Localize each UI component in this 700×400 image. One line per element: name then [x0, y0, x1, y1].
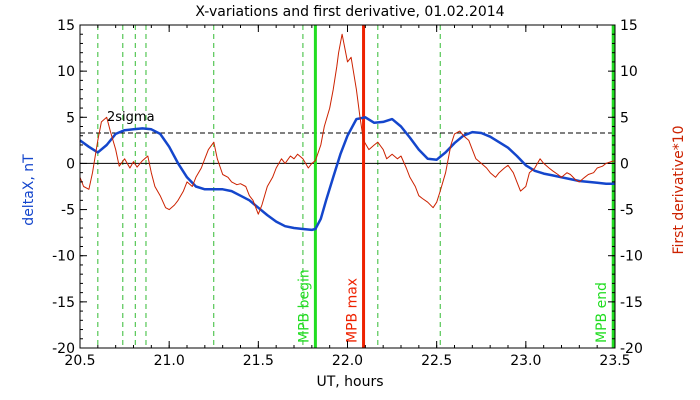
y-tick-label-left: -15 — [52, 295, 75, 311]
x-tick-label: 23.0 — [510, 353, 541, 369]
x-tick-label: 20.5 — [64, 353, 95, 369]
y-tick-label-right: -15 — [620, 295, 643, 311]
dashed-verticals — [97, 25, 441, 348]
x-tick-label: 23.5 — [599, 353, 630, 369]
y-tick-label-left: 15 — [57, 18, 75, 34]
x-tick-label: 22.5 — [421, 353, 452, 369]
y-axis-label-right: First derivative*10 — [671, 125, 687, 254]
y-tick-label-left: -5 — [61, 203, 75, 219]
x-tick-label: 22.0 — [332, 353, 363, 369]
x-tick-label: 21.5 — [243, 353, 274, 369]
series-deltaX-line — [79, 116, 615, 232]
series-layer — [79, 33, 616, 232]
y-tick-label-right: 5 — [620, 110, 629, 126]
x-tick-label: 21.0 — [154, 353, 185, 369]
chart-title: X-variations and first derivative, 01.02… — [195, 4, 504, 20]
y-tick-label-right: -20 — [620, 341, 643, 357]
y-tick-label-left: 0 — [66, 156, 75, 172]
axes: 20.5 21.0 21.5 22.0 22.5 23.0 23.5 15 15 10 10 5 5 0 0… — [52, 18, 643, 369]
marker-label: MPB end — [594, 282, 610, 343]
y-tick-label-left: 10 — [57, 64, 75, 80]
y-tick-label-right: -5 — [620, 203, 634, 219]
mpb-markers: MPB begin MPB max MPB end — [296, 25, 615, 348]
y-tick-label-left: -10 — [52, 249, 75, 265]
series-derivative-line — [79, 33, 616, 215]
reference-lines — [80, 132, 615, 164]
x-axis-label: UT, hours — [316, 374, 383, 390]
y-tick-label-left: -20 — [52, 341, 75, 357]
y-tick-label-right: 10 — [620, 64, 638, 80]
marker-label: MPB max — [345, 278, 361, 343]
y-tick-label-right: 0 — [620, 156, 629, 172]
marker-label: MPB begin — [296, 269, 312, 343]
y-tick-label-right: 15 — [620, 18, 638, 34]
y-tick-label-right: -10 — [620, 249, 643, 265]
y-tick-label-left: 5 — [66, 110, 75, 126]
y-axis-label-left: deltaX, nT — [21, 154, 37, 226]
sigma-label: 2sigma — [107, 110, 155, 125]
